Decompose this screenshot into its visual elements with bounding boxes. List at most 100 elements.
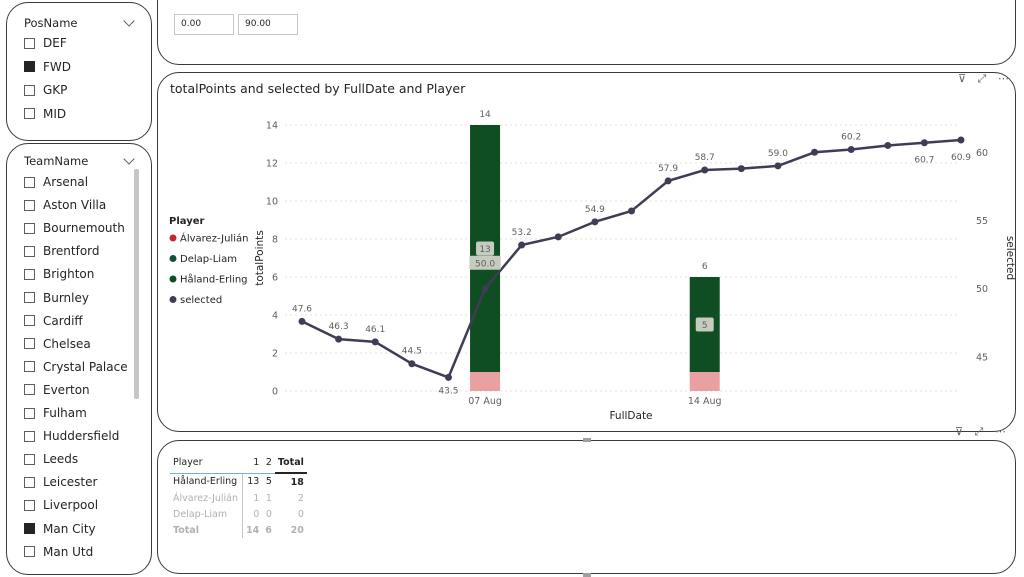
slicer-item-label: DEF [43, 36, 67, 50]
slicer-item-label: Huddersfield [43, 429, 120, 444]
slicer-item-label: Aston Villa [43, 198, 107, 213]
slicer-item-label: Brentford [43, 244, 100, 259]
checkbox-icon[interactable] [24, 176, 35, 188]
slicer-item-label: Liverpool [43, 498, 99, 513]
chart-header-icons[interactable]: ⊽ ⤢ ⋯ [958, 72, 1013, 85]
matrix-cell: 18 [290, 476, 304, 488]
slicer-item-label: Arsenal [43, 175, 89, 189]
matrix-row-label: Total [170, 522, 244, 538]
slicer-item-label: Man City [43, 521, 96, 536]
slicer-item-label: Cardiff [43, 313, 83, 328]
range-max-input[interactable]: 90.00 [238, 14, 298, 35]
slicer-item-label: Chelsea [43, 336, 91, 351]
slicer-item-label: Burnley [43, 290, 89, 305]
checkbox-icon[interactable] [24, 268, 35, 280]
matrix-cell: 1 [253, 492, 260, 504]
matrix-cell: 14 [246, 524, 260, 536]
matrix-table: Player 1 2 Total Håland-Erling 13 5 18 Álvarez-… [170, 452, 307, 538]
slicer-item[interactable]: Brentford [24, 241, 100, 261]
matrix-cell: 5 [265, 476, 272, 488]
table-row[interactable]: Håland-Erling 13 5 18 [170, 473, 307, 490]
range-slicer: 0.00 90.00 [157, 0, 1016, 65]
slicer-item[interactable]: Arsenal [24, 172, 88, 192]
matrix-column-header[interactable]: 2 [262, 452, 275, 474]
slicer-item[interactable]: GKP [24, 80, 67, 100]
checkbox-icon[interactable] [24, 546, 35, 558]
slicer-item[interactable]: Bournemouth [24, 218, 125, 238]
slicer-item[interactable]: Everton [24, 380, 90, 400]
slicer-item[interactable]: Man Utd [24, 542, 93, 562]
checkbox-icon[interactable] [24, 84, 35, 96]
matrix-column-header[interactable]: Total [274, 452, 307, 474]
table-row[interactable]: Total 14 6 20 [170, 522, 307, 538]
checkbox-icon[interactable] [24, 384, 35, 396]
matrix-cell: 13 [247, 476, 260, 488]
slicer-item[interactable]: Chelsea [24, 334, 91, 354]
slicer-item[interactable]: Aston Villa [24, 195, 106, 215]
slicer-item[interactable]: Man City [24, 519, 96, 539]
slicer-item[interactable]: Crystal Palace [24, 357, 128, 377]
matrix-row-label: Delap-Liam [170, 506, 244, 522]
range-min-input[interactable]: 0.00 [174, 14, 234, 35]
matrix-column-header[interactable]: Player [170, 452, 243, 474]
checkbox-icon[interactable] [24, 430, 35, 442]
slicer-item-label: Fulham [43, 406, 87, 420]
slicer-item-label: Brighton [43, 267, 95, 282]
matrix-header-row: Player 1 2 Total [170, 452, 307, 474]
checkbox-icon[interactable] [24, 499, 35, 511]
slicer-item[interactable]: FWD [24, 57, 71, 77]
checkbox-icon[interactable] [24, 315, 35, 327]
slicer-item-label: Man Utd [43, 544, 94, 559]
matrix-header-icons[interactable]: ⊽ ⤢ ⋯ [955, 425, 1010, 438]
pos-slicer-title: PosName [24, 16, 78, 30]
slicer-item[interactable]: Burnley [24, 288, 89, 308]
chevron-down-icon[interactable] [123, 15, 135, 27]
checkbox-icon[interactable] [24, 361, 35, 373]
chart-card [157, 72, 1016, 432]
slicer-item[interactable]: Brighton [24, 264, 94, 284]
checkbox-icon[interactable] [24, 476, 35, 488]
matrix-column-header[interactable]: 1 [242, 452, 263, 474]
matrix-row-label: Håland-Erling [170, 473, 244, 490]
matrix-cell: 2 [297, 492, 304, 504]
matrix-cell: 0 [297, 508, 304, 520]
slicer-item[interactable]: Leicester [24, 472, 97, 492]
slicer-item-label: Leeds [43, 452, 79, 467]
slicer-item-label: Leicester [43, 475, 98, 490]
team-slicer-title: TeamName [24, 154, 89, 168]
slicer-item[interactable]: Leeds [24, 449, 78, 469]
checkbox-icon[interactable] [24, 453, 35, 465]
team-slicer: TeamName Arsenal Aston Villa Bournemouth Br… [6, 143, 152, 575]
matrix-cell: 20 [290, 524, 304, 536]
slicer-item[interactable]: Huddersfield [24, 426, 119, 446]
checkbox-icon[interactable] [24, 222, 35, 234]
slicer-item-label: FWD [43, 59, 72, 74]
matrix-cell: 0 [253, 508, 260, 520]
pos-slicer: PosName DEF FWD GKP MID [6, 2, 152, 141]
slicer-item[interactable]: Cardiff [24, 311, 83, 331]
slicer-item[interactable]: Liverpool [24, 495, 98, 515]
checkbox-icon[interactable] [24, 37, 35, 49]
resize-handle[interactable] [583, 573, 591, 577]
slicer-item[interactable]: Fulham [24, 403, 87, 423]
slicer-item-label: GKP [43, 83, 68, 97]
checkbox-icon[interactable] [24, 338, 35, 350]
checkbox-icon[interactable] [24, 245, 35, 257]
matrix-cell: 6 [265, 524, 272, 536]
checkbox-checked-icon[interactable] [24, 61, 35, 72]
slicer-item-label: Everton [43, 382, 90, 397]
matrix-cell: 0 [265, 508, 272, 520]
checkbox-icon[interactable] [24, 199, 35, 211]
team-slicer-scrollbar[interactable] [134, 169, 139, 399]
table-row[interactable]: Álvarez-Julián 1 1 2 [170, 490, 307, 506]
slicer-item[interactable]: DEF [24, 33, 67, 53]
resize-handle[interactable] [583, 438, 591, 442]
table-row[interactable]: Delap-Liam 0 0 0 [170, 506, 307, 522]
matrix-row-label: Álvarez-Julián [170, 490, 244, 506]
slicer-item[interactable]: MID [24, 104, 66, 124]
checkbox-icon[interactable] [24, 407, 35, 419]
checkbox-icon[interactable] [24, 108, 35, 119]
checkbox-icon[interactable] [24, 292, 35, 303]
checkbox-checked-icon[interactable] [24, 523, 35, 534]
chevron-down-icon[interactable] [123, 153, 135, 165]
